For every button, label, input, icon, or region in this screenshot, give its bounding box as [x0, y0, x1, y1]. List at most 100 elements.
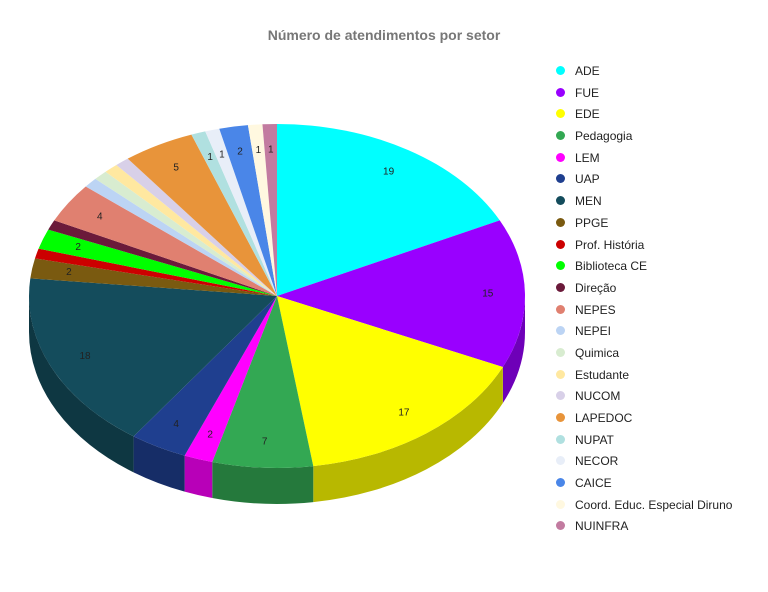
legend: ADE FUE EDE Pedagogia LEM UAP MEN PPGE Prof. His…	[553, 64, 743, 541]
legend-label: Biblioteca CE	[575, 259, 648, 274]
slice-side	[212, 462, 314, 505]
slice	[277, 124, 500, 296]
data-label: 18	[79, 351, 91, 362]
slice	[38, 229, 278, 296]
slice	[219, 125, 277, 296]
data-label: 2	[75, 242, 81, 253]
legend-label: Quimica	[575, 345, 620, 360]
legend-item: Pedagogia	[553, 129, 743, 143]
legend-label: CAICE	[575, 476, 612, 491]
slice-side	[184, 455, 213, 499]
legend-item: NEPES	[553, 303, 743, 317]
data-label: 1	[256, 145, 262, 156]
legend-item: ADE	[553, 64, 743, 78]
legend-swatch	[556, 217, 565, 227]
data-label: 1	[268, 145, 274, 156]
slice	[29, 278, 278, 437]
legend-label: PPGE	[575, 215, 609, 230]
data-label: 7	[262, 437, 268, 448]
slice	[105, 164, 277, 296]
slice-side	[502, 296, 525, 404]
slice	[133, 296, 277, 456]
data-label: 19	[383, 167, 395, 178]
legend-label: ADE	[575, 64, 600, 78]
slice-side	[133, 436, 185, 492]
legend-label: NUCOM	[575, 389, 621, 404]
data-label: 2	[237, 147, 243, 158]
legend-label: NUPAT	[575, 432, 614, 447]
slice	[116, 158, 277, 296]
legend-item: Direção	[553, 281, 743, 295]
data-label: 2	[207, 429, 213, 440]
legend-item: UAP	[553, 172, 743, 186]
legend-label: LAPEDOC	[575, 411, 633, 425]
legend-label: NUINFRA	[575, 519, 629, 534]
legend-item: NUINFRA	[553, 519, 743, 533]
data-label: 15	[482, 288, 494, 299]
legend-swatch	[556, 499, 565, 509]
legend-label: NEPEI	[575, 324, 612, 339]
legend-item: LEM	[553, 151, 743, 165]
legend-item: Estudante	[553, 368, 743, 382]
slice	[30, 258, 277, 296]
legend-item: MEN	[553, 194, 743, 208]
legend-item: LAPEDOC	[553, 411, 743, 425]
data-label: 4	[97, 211, 103, 222]
legend-swatch	[556, 239, 565, 249]
legend-label: Pedagogia	[575, 129, 633, 144]
legend-swatch	[556, 261, 565, 271]
slice	[184, 296, 277, 463]
slice	[127, 134, 278, 296]
legend-swatch	[556, 521, 565, 531]
legend-item: NUCOM	[553, 389, 743, 403]
legend-label: Direção	[575, 280, 617, 295]
data-label: 4	[173, 419, 179, 430]
legend-label: Prof. História	[575, 237, 645, 252]
legend-label: NECOR	[575, 454, 619, 469]
slice	[34, 248, 277, 296]
legend-label: FUE	[575, 85, 599, 100]
legend-item: NEPEI	[553, 324, 743, 338]
slice	[247, 124, 277, 296]
legend-swatch	[556, 196, 565, 206]
legend-label: UAP	[575, 172, 600, 187]
slice	[277, 220, 525, 368]
slice	[95, 171, 277, 296]
legend-item: FUE	[553, 86, 743, 100]
data-label: 5	[173, 162, 179, 173]
slice	[205, 128, 277, 296]
data-label: 1	[219, 150, 225, 161]
slice-side	[313, 367, 503, 503]
legend-item: Coord. Educ. Especial Diruno	[553, 498, 743, 512]
legend-item: NECOR	[553, 454, 743, 468]
legend-item: NUPAT	[553, 433, 743, 447]
slice	[212, 296, 314, 468]
legend-label: Coord. Educ. Especial Diruno	[575, 497, 733, 512]
legend-item: EDE	[553, 107, 743, 121]
legend-swatch	[556, 87, 565, 97]
data-label: 2	[66, 267, 72, 278]
legend-label: NEPES	[575, 302, 616, 317]
legend-swatch	[556, 434, 565, 444]
slice	[85, 178, 277, 296]
data-label: 17	[398, 407, 410, 418]
legend-swatch	[556, 131, 565, 141]
legend-item: PPGE	[553, 216, 743, 230]
legend-swatch	[556, 152, 565, 162]
legend-swatch	[556, 456, 565, 466]
legend-label: MEN	[575, 194, 602, 209]
slice	[277, 296, 503, 467]
legend-label: EDE	[575, 107, 600, 122]
legend-swatch	[556, 391, 565, 401]
legend-swatch	[556, 326, 565, 336]
legend-label: Estudante	[575, 367, 630, 382]
legend-swatch	[556, 347, 565, 357]
legend-swatch	[556, 304, 565, 314]
legend-item: Prof. História	[553, 238, 743, 252]
legend-item: Quimica	[553, 346, 743, 360]
legend-swatch	[556, 282, 565, 292]
legend-item: Biblioteca CE	[553, 259, 743, 273]
legend-swatch	[556, 369, 565, 379]
legend-label: LEM	[575, 150, 600, 165]
